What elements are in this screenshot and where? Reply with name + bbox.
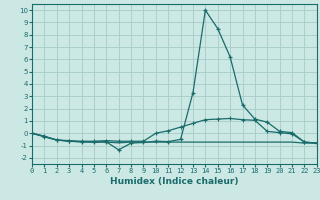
X-axis label: Humidex (Indice chaleur): Humidex (Indice chaleur): [110, 177, 239, 186]
